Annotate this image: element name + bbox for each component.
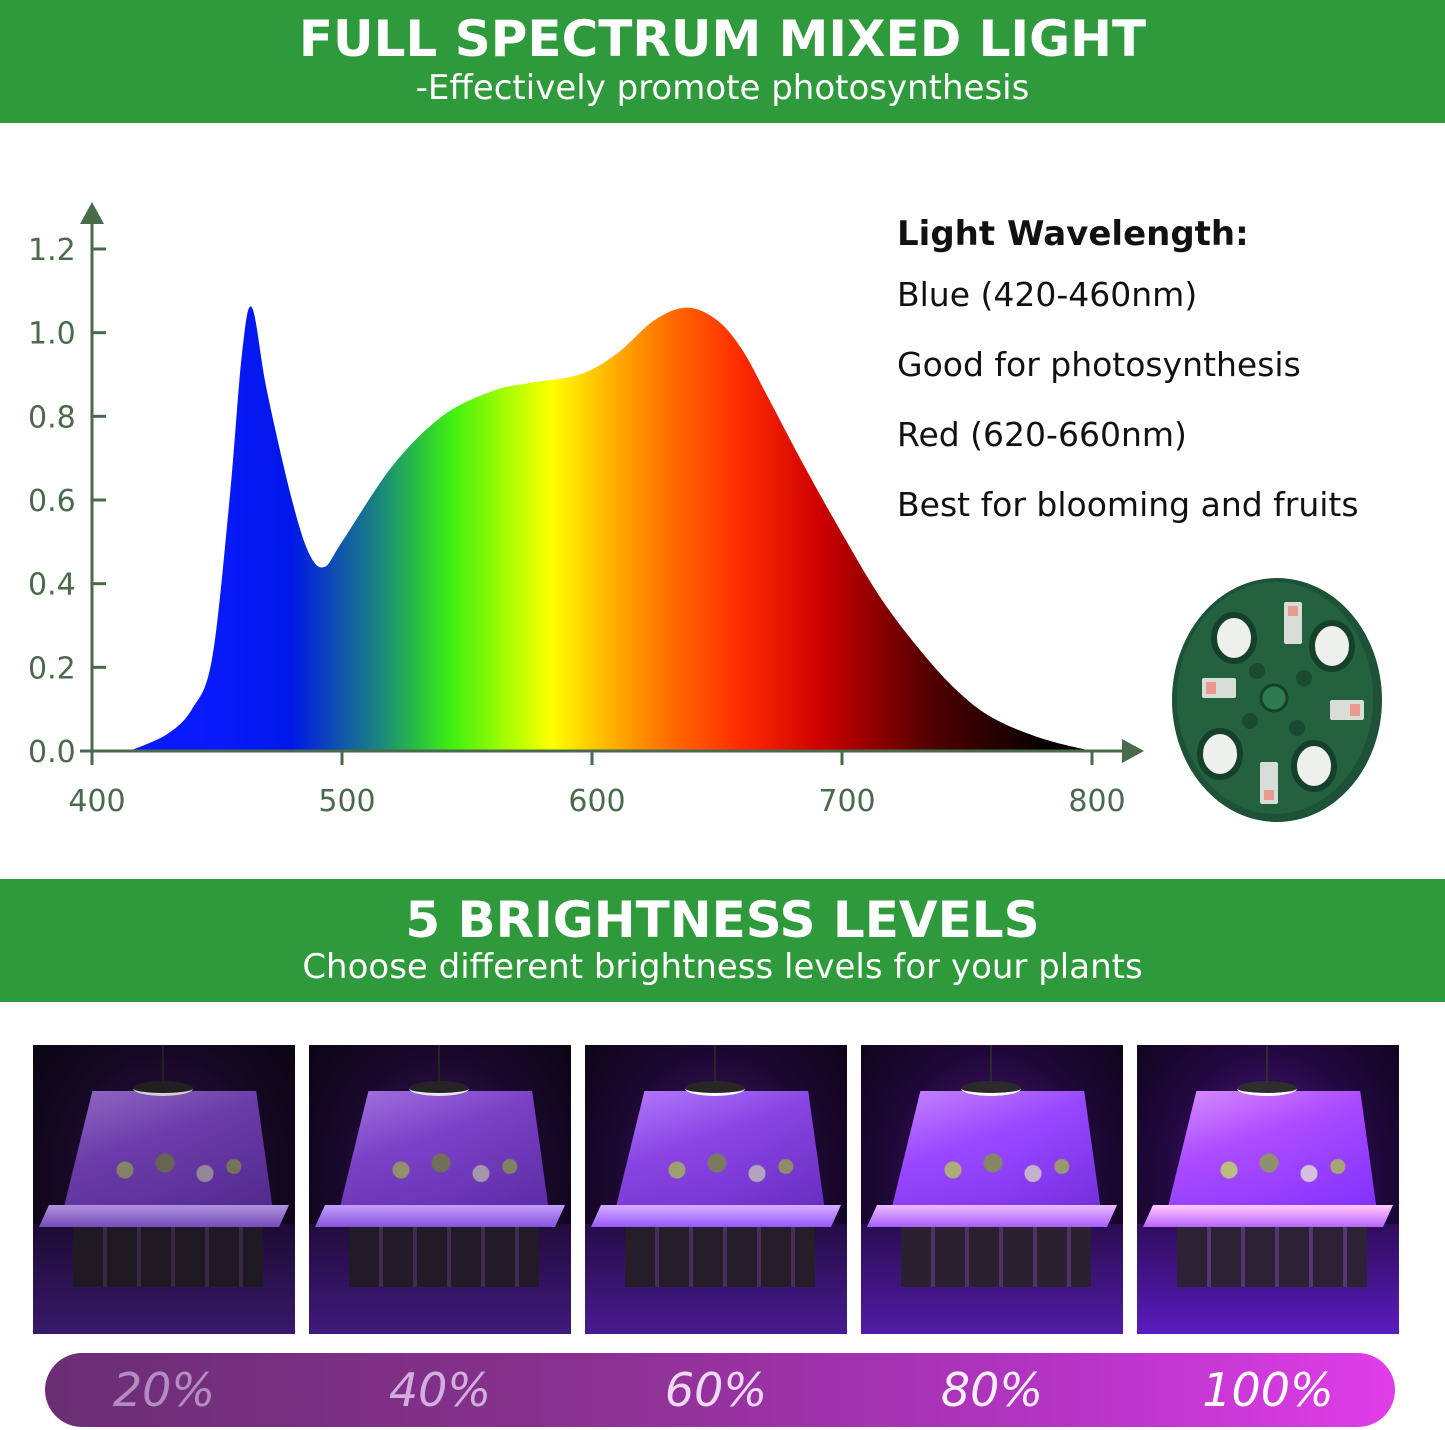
- x-tick-label: 700: [818, 784, 875, 819]
- led-disc-image: [1172, 578, 1382, 822]
- y-tick-label: 0.2: [28, 651, 76, 686]
- info-heading: Light Wavelength:: [897, 214, 1249, 254]
- x-tick-label: 500: [318, 784, 375, 819]
- y-tick-label: 0.6: [28, 484, 76, 519]
- seedling-dome-photo: [1137, 1045, 1399, 1334]
- brightness-title: 5 BRIGHTNESS LEVELS: [405, 891, 1040, 949]
- info-line: Blue (420-460nm): [897, 275, 1198, 314]
- wavelength-info: Light Wavelength: Blue (420-460nm) Good …: [897, 208, 1359, 540]
- top-banner: FULL SPECTRUM MIXED LIGHT -Effectively p…: [0, 0, 1445, 123]
- x-tick-label: 800: [1068, 784, 1125, 819]
- x-tick-label: 400: [68, 784, 125, 819]
- info-line: Red (620-660nm): [897, 415, 1187, 454]
- y-axis-arrow-icon: [80, 202, 104, 224]
- info-line: Best for blooming and fruits: [897, 485, 1359, 524]
- brightness-level-bar: 20% 40% 60% 80% 100%: [45, 1353, 1395, 1427]
- brightness-level-label: 100%: [1202, 1363, 1334, 1417]
- seedling-dome-photo: [585, 1045, 847, 1334]
- brightness-level-label: 20%: [112, 1363, 216, 1417]
- spectrum-area: [129, 306, 1092, 751]
- x-tick-label: 600: [568, 784, 625, 819]
- axes: 0.0 0.2 0.4 0.6 0.8 1.0 1.2 400 500 600 700 800: [28, 202, 1144, 819]
- seedling-dome-photo: [33, 1045, 295, 1334]
- brightness-level-label: 80%: [940, 1363, 1044, 1417]
- brightness-subtitle: Choose different brightness levels for y…: [302, 947, 1143, 987]
- y-tick-label: 1.0: [28, 317, 76, 352]
- y-tick-label: 0.4: [28, 568, 76, 603]
- info-line: Good for photosynthesis: [897, 345, 1301, 384]
- brightness-banner: 5 BRIGHTNESS LEVELS Choose different bri…: [0, 879, 1445, 1002]
- banner-subtitle: -Effectively promote photosynthesis: [415, 68, 1030, 108]
- y-tick-label: 0.0: [28, 735, 76, 770]
- x-axis-arrow-icon: [1122, 739, 1144, 763]
- brightness-level-label: 60%: [664, 1363, 768, 1417]
- seedling-dome-photo: [309, 1045, 571, 1334]
- seedling-dome-photo: [861, 1045, 1123, 1334]
- brightness-level-label: 40%: [388, 1363, 492, 1417]
- y-tick-label: 0.8: [28, 400, 76, 435]
- banner-title: FULL SPECTRUM MIXED LIGHT: [298, 10, 1147, 68]
- spectrum-chart: 0.0 0.2 0.4 0.6 0.8 1.0 1.2 400 500 600 700 800: [28, 202, 1144, 819]
- y-tick-label: 1.2: [28, 233, 76, 268]
